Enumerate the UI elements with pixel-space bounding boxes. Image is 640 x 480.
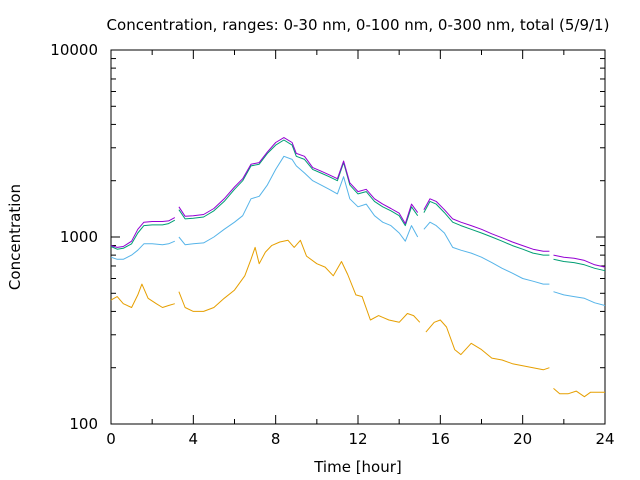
y-tick-label: 10000 [50, 41, 98, 59]
series-2-line [178, 139, 419, 227]
series-1-line [178, 155, 419, 246]
series-3-line [553, 254, 606, 268]
series-0-line [110, 283, 175, 308]
x-tick-label: 16 [431, 430, 450, 448]
series-2-line [110, 219, 176, 250]
chart-title: Concentration, ranges: 0-30 nm, 0-100 nm… [107, 16, 610, 34]
series-0-line [425, 319, 550, 371]
y-axis-label: Concentration [6, 184, 24, 290]
x-tick-label: 24 [595, 430, 614, 448]
plot-frame [110, 49, 606, 425]
series-2-line [553, 258, 606, 272]
y-tick-label: 100 [69, 415, 98, 433]
series-group [110, 137, 606, 398]
x-tick-label: 20 [513, 430, 532, 448]
series-0-line [178, 239, 421, 323]
x-tick-label: 4 [189, 430, 199, 448]
axis-ticks: 0 4 8 12 16 20 24 100 1000 10000 [50, 41, 614, 448]
x-tick-label: 12 [348, 430, 367, 448]
series-3-line [110, 217, 176, 248]
series-2-line [423, 200, 550, 256]
y-tick-label: 1000 [60, 228, 98, 246]
series-1-line [423, 221, 550, 285]
x-axis-label: Time [hour] [313, 458, 402, 476]
x-tick-label: 8 [271, 430, 281, 448]
series-1-line [110, 240, 175, 260]
x-tick-label: 0 [106, 430, 116, 448]
series-0-line [553, 388, 605, 398]
series-3-line [178, 137, 419, 225]
series-3-line [423, 198, 550, 252]
series-1-line [553, 291, 606, 306]
